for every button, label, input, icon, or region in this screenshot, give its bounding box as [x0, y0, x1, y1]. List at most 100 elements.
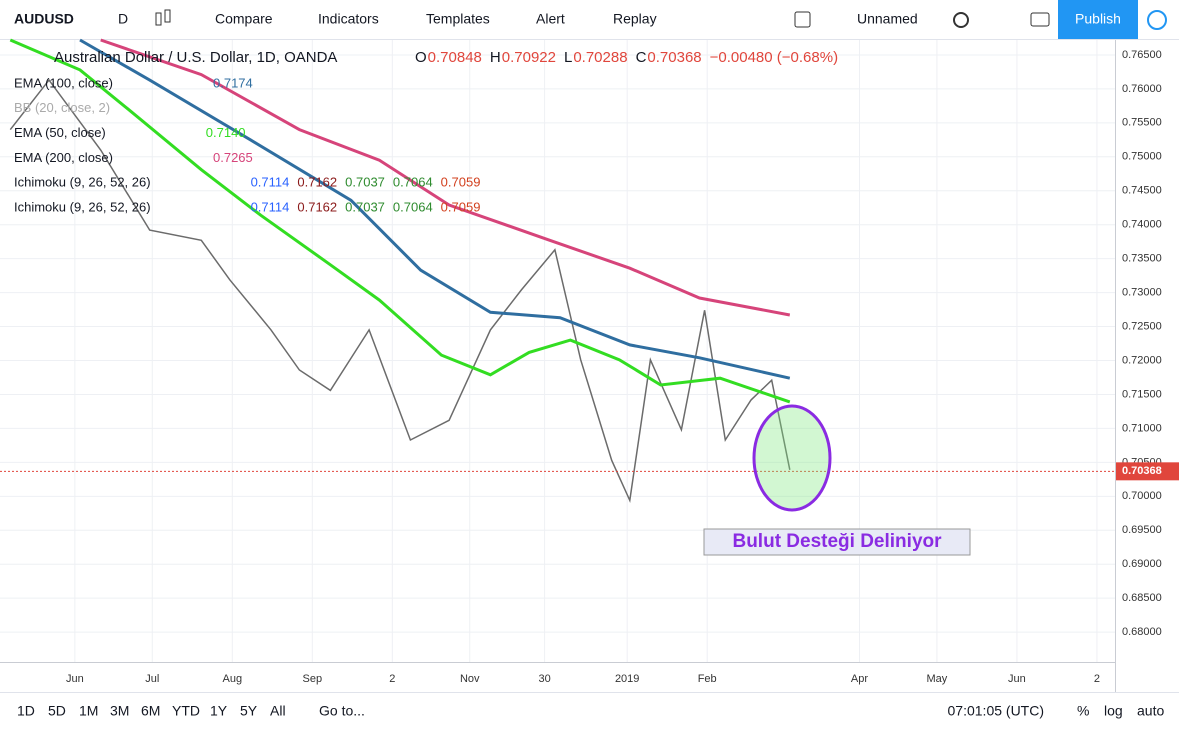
range-button[interactable]: All [270, 703, 286, 719]
layout-name[interactable]: Unnamed [857, 11, 918, 27]
last-price-tag [1116, 462, 1179, 481]
y-tick-label: 0.76500 [1122, 49, 1162, 61]
toolbar-button[interactable]: Indicators [318, 11, 379, 27]
publish-button[interactable] [1058, 0, 1138, 39]
annotation-box [703, 528, 971, 556]
y-tick-label: 0.68500 [1122, 592, 1162, 604]
snapshot-icon[interactable] [1030, 12, 1050, 27]
legend-value: 0.7059 [441, 199, 481, 214]
legend-name: EMA (200, close) [14, 150, 113, 165]
toolbar-button[interactable]: Compare [215, 11, 273, 27]
range-button[interactable]: 3M [110, 703, 129, 719]
legend-title: Australian Dollar / U.S. Dollar, 1D, OAN… [54, 49, 337, 66]
toolbar-button[interactable]: Replay [613, 11, 657, 27]
y-tick-label: 0.71500 [1122, 388, 1162, 400]
scale-option[interactable]: % [1077, 703, 1089, 719]
toolbar [0, 0, 1179, 40]
replay-play[interactable] [1147, 10, 1167, 30]
last-price-label: 0.70368 [1122, 465, 1162, 477]
y-tick-label: 0.73500 [1122, 253, 1162, 265]
legend-value: 0.7114 [251, 175, 290, 190]
y-tick-label: 0.70000 [1122, 490, 1162, 502]
x-tick-label: Sep [303, 673, 323, 685]
x-tick-label: Nov [460, 673, 480, 685]
change: −0.00480 (−0.68%) [710, 49, 838, 66]
ohlc-label: H [490, 49, 501, 66]
legend-value: 0.7174 [213, 75, 253, 90]
range-button[interactable]: 1Y [210, 703, 228, 719]
x-tick-label: 30 [538, 673, 550, 685]
settings-icon[interactable] [953, 12, 969, 28]
y-tick-label: 0.75000 [1122, 151, 1162, 163]
legend-value: 0.7059 [441, 175, 481, 190]
toolbar-button[interactable]: Templates [426, 11, 490, 27]
y-tick-label: 0.69000 [1122, 558, 1162, 570]
legend-value: 0.7114 [251, 199, 290, 214]
x-tick-label: Jun [1008, 673, 1026, 685]
publish-label[interactable]: Publish [1075, 11, 1121, 27]
ohlc-label: L [564, 49, 572, 66]
x-tick-label: Jul [145, 673, 159, 685]
toolbar-button[interactable]: Alert [536, 11, 565, 27]
clock: 07:01:05 (UTC) [948, 703, 1044, 719]
x-tick-label: Apr [851, 673, 868, 685]
indicator-line [9, 38, 791, 404]
ohlc-value: 0.70288 [573, 49, 627, 66]
highlight-ellipse [752, 404, 832, 512]
ohlc-label: C [636, 49, 647, 66]
y-tick-label: 0.73000 [1122, 287, 1162, 299]
indicator-line [79, 38, 791, 380]
x-tick-label: Jun [66, 673, 84, 685]
x-tick-label: Feb [698, 673, 717, 685]
y-tick-label: 0.69500 [1122, 524, 1162, 536]
legend-value: 0.7162 [297, 199, 337, 214]
legend-value: 0.7162 [297, 175, 337, 190]
ohlc-value: 0.70848 [428, 49, 482, 66]
y-tick-label: 0.74000 [1122, 219, 1162, 231]
legend-value: 0.7064 [393, 199, 433, 214]
select-box[interactable] [794, 11, 811, 28]
legend-name: EMA (100, close) [14, 75, 113, 90]
price-line [9, 78, 791, 504]
x-tick-label: 2019 [615, 673, 639, 685]
indicator-line [100, 38, 791, 317]
annotation: Bulut Desteği Deliniyor [732, 531, 942, 552]
goto[interactable]: Go to... [319, 703, 365, 719]
range-button[interactable]: 5Y [240, 703, 258, 719]
range-button[interactable]: 1D [17, 703, 35, 719]
x-tick-label: 2 [1094, 673, 1100, 685]
y-tick-label: 0.71000 [1122, 422, 1162, 434]
scale-option[interactable]: log [1104, 703, 1123, 719]
legend-name: Ichimoku (9, 26, 52, 26) [14, 175, 151, 190]
legend-value: 0.7140 [206, 125, 246, 140]
scale-option[interactable]: auto [1137, 703, 1164, 719]
range-button[interactable]: YTD [172, 703, 200, 719]
y-tick-label: 0.76000 [1122, 83, 1162, 95]
legend-value: 0.7037 [345, 175, 385, 190]
ohlc-label: O [415, 49, 427, 66]
range-button[interactable]: 1M [79, 703, 98, 719]
y-tick-label: 0.68000 [1122, 626, 1162, 638]
y-tick-label: 0.74500 [1122, 185, 1162, 197]
symbol[interactable]: AUDUSD [14, 11, 74, 27]
legend-value: 0.7265 [213, 150, 253, 165]
legend-name: Ichimoku (9, 26, 52, 26) [14, 199, 151, 214]
range-button[interactable]: 6M [141, 703, 160, 719]
ohlc-value: 0.70368 [647, 49, 701, 66]
chart-style-icon[interactable] [155, 9, 171, 26]
legend-value: 0.7064 [393, 175, 433, 190]
x-tick-label: May [927, 673, 948, 685]
y-tick-label: 0.72500 [1122, 320, 1162, 332]
legend-name: BB (20, close, 2) [14, 100, 110, 115]
y-tick-label: 0.72000 [1122, 354, 1162, 366]
x-tick-label: Aug [223, 673, 243, 685]
plot-area [0, 38, 1115, 662]
x-tick-label: 2 [389, 673, 395, 685]
y-tick-label: 0.75500 [1122, 117, 1162, 129]
legend-name: EMA (50, close) [14, 125, 106, 140]
interval[interactable]: D [118, 11, 128, 27]
legend-value: 0.7037 [345, 199, 385, 214]
range-button[interactable]: 5D [48, 703, 66, 719]
ohlc-value: 0.70922 [502, 49, 556, 66]
